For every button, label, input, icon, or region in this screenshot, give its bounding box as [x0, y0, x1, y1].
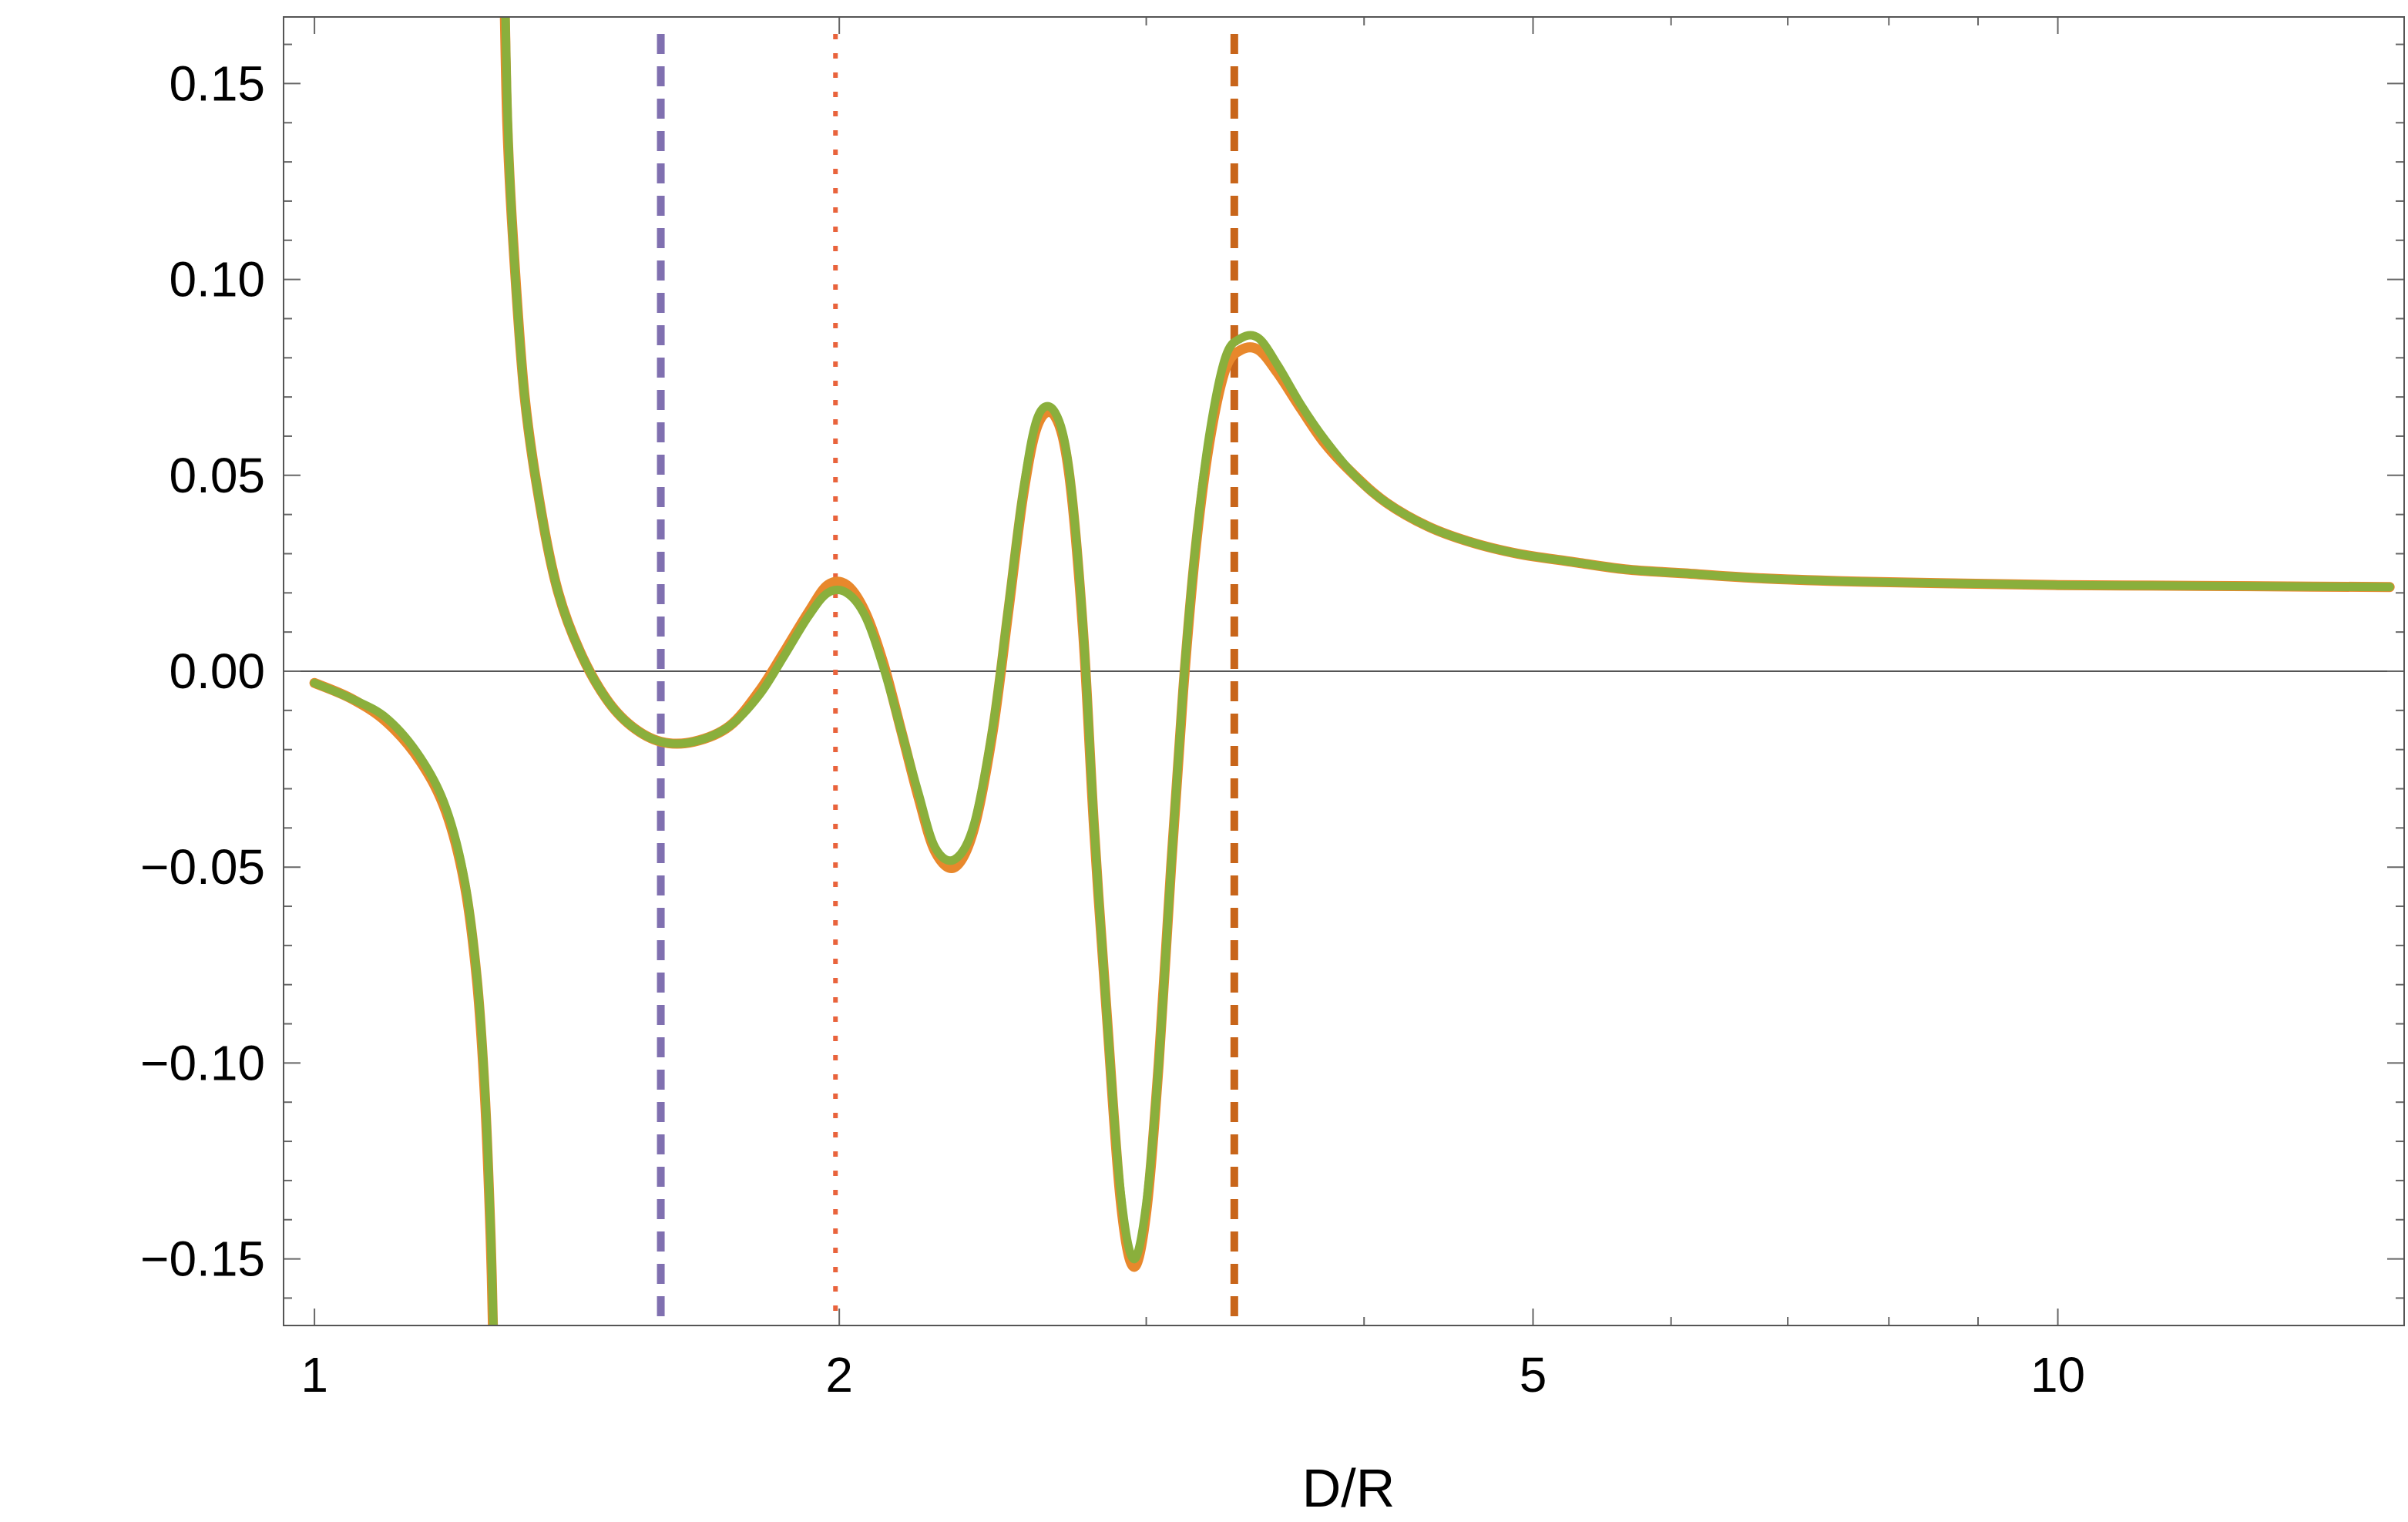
marker-lines-layer [657, 34, 1238, 1325]
axes-layer [284, 17, 2404, 1325]
series-2-line [501, 17, 2394, 1264]
plot-frame [283, 16, 2405, 1326]
x-tick-label: 5 [1520, 1347, 1547, 1403]
y-tick-label: −0.05 [140, 839, 265, 895]
x-tick-label: 1 [301, 1347, 328, 1403]
tick-labels-layer: 0.15 0.10 0.05 0.00 −0.05 −0.10 −0.15 1 2 5 10 [140, 55, 2085, 1403]
series-1-line [499, 17, 2395, 1272]
y-tick-label: 0.05 [169, 448, 265, 503]
y-tick-label: −0.10 [140, 1035, 265, 1090]
y-tick-label: 0.15 [169, 55, 265, 111]
x-tick-label: 10 [2030, 1347, 2085, 1403]
frame-layer [283, 16, 2405, 1326]
series-1-line [309, 677, 499, 1325]
y-tick-label: 0.10 [169, 252, 265, 307]
x-tick-label: 2 [825, 1347, 853, 1403]
y-tick-label: 0.00 [169, 643, 265, 699]
series-2-line [310, 678, 498, 1325]
x-axis-title: D/R [1302, 1458, 1395, 1518]
y-tick-label: −0.15 [140, 1231, 265, 1287]
series-layer [309, 17, 2395, 1325]
